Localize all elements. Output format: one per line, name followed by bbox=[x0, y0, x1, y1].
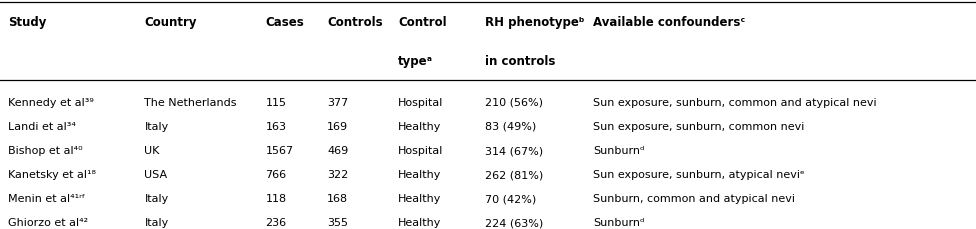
Text: 314 (67%): 314 (67%) bbox=[485, 145, 544, 155]
Text: Country: Country bbox=[144, 16, 197, 29]
Text: 83 (49%): 83 (49%) bbox=[485, 121, 537, 131]
Text: Ghiorzo et al⁴²: Ghiorzo et al⁴² bbox=[8, 218, 88, 227]
Text: Bishop et al⁴⁰: Bishop et al⁴⁰ bbox=[8, 145, 82, 155]
Text: 163: 163 bbox=[265, 121, 287, 131]
Text: Healthy: Healthy bbox=[398, 121, 441, 131]
Text: Italy: Italy bbox=[144, 121, 169, 131]
Text: 168: 168 bbox=[327, 194, 348, 203]
Text: USA: USA bbox=[144, 169, 168, 179]
Text: Healthy: Healthy bbox=[398, 169, 441, 179]
Text: 70 (42%): 70 (42%) bbox=[485, 194, 537, 203]
Text: Kennedy et al³⁹: Kennedy et al³⁹ bbox=[8, 97, 94, 107]
Text: 355: 355 bbox=[327, 218, 348, 227]
Text: 322: 322 bbox=[327, 169, 348, 179]
Text: in controls: in controls bbox=[485, 55, 555, 68]
Text: 210 (56%): 210 (56%) bbox=[485, 97, 543, 107]
Text: typeᵃ: typeᵃ bbox=[398, 55, 433, 68]
Text: 236: 236 bbox=[265, 218, 287, 227]
Text: Cases: Cases bbox=[265, 16, 305, 29]
Text: Hospital: Hospital bbox=[398, 97, 443, 107]
Text: Sunburn, common and atypical nevi: Sunburn, common and atypical nevi bbox=[593, 194, 795, 203]
Text: 224 (63%): 224 (63%) bbox=[485, 218, 544, 227]
Text: Healthy: Healthy bbox=[398, 218, 441, 227]
Text: Control: Control bbox=[398, 16, 447, 29]
Text: Controls: Controls bbox=[327, 16, 383, 29]
Text: Sun exposure, sunburn, common nevi: Sun exposure, sunburn, common nevi bbox=[593, 121, 805, 131]
Text: 1567: 1567 bbox=[265, 145, 294, 155]
Text: Available confoundersᶜ: Available confoundersᶜ bbox=[593, 16, 746, 29]
Text: Italy: Italy bbox=[144, 194, 169, 203]
Text: 118: 118 bbox=[265, 194, 287, 203]
Text: Kanetsky et al¹⁸: Kanetsky et al¹⁸ bbox=[8, 169, 96, 179]
Text: Sunburnᵈ: Sunburnᵈ bbox=[593, 218, 645, 227]
Text: 169: 169 bbox=[327, 121, 348, 131]
Text: RH phenotypeᵇ: RH phenotypeᵇ bbox=[485, 16, 585, 29]
Text: Healthy: Healthy bbox=[398, 194, 441, 203]
Text: Sunburnᵈ: Sunburnᵈ bbox=[593, 145, 645, 155]
Text: Landi et al³⁴: Landi et al³⁴ bbox=[8, 121, 76, 131]
Text: 469: 469 bbox=[327, 145, 348, 155]
Text: Italy: Italy bbox=[144, 218, 169, 227]
Text: The Netherlands: The Netherlands bbox=[144, 97, 237, 107]
Text: Sun exposure, sunburn, common and atypical nevi: Sun exposure, sunburn, common and atypic… bbox=[593, 97, 877, 107]
Text: UK: UK bbox=[144, 145, 160, 155]
Text: Sun exposure, sunburn, atypical neviᵉ: Sun exposure, sunburn, atypical neviᵉ bbox=[593, 169, 805, 179]
Text: 766: 766 bbox=[265, 169, 287, 179]
Text: Hospital: Hospital bbox=[398, 145, 443, 155]
Text: Study: Study bbox=[8, 16, 46, 29]
Text: 115: 115 bbox=[265, 97, 287, 107]
Text: Menin et al⁴¹ʳᶠ: Menin et al⁴¹ʳᶠ bbox=[8, 194, 85, 203]
Text: 377: 377 bbox=[327, 97, 348, 107]
Text: 262 (81%): 262 (81%) bbox=[485, 169, 544, 179]
